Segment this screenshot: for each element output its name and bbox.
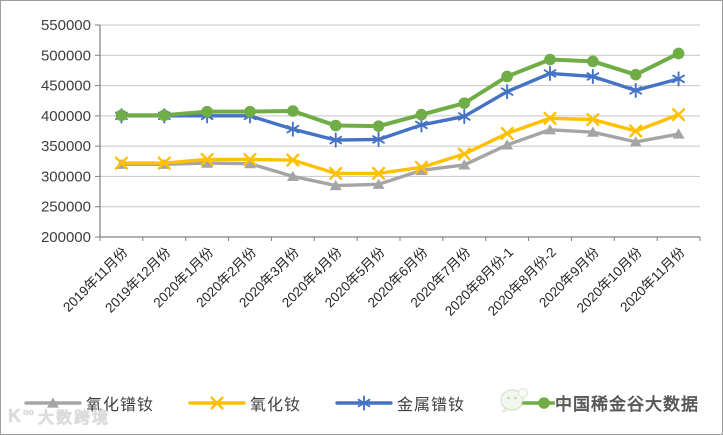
watermark-bottom-left-text: 大数跨境	[38, 410, 111, 427]
svg-text:450000: 450000	[41, 78, 91, 95]
gridlines: 200000 250000 300000 350000 400000 450000 5000…	[41, 17, 700, 246]
wechat-icon	[499, 387, 529, 418]
svg-text:300000: 300000	[41, 168, 91, 185]
legend-label: 氧化镨钕	[85, 396, 154, 414]
watermark-bottom-left: Koo 大数跨境	[8, 404, 110, 428]
axes	[99, 25, 701, 241]
svg-text:550000: 550000	[41, 17, 91, 34]
dashu-logo-icon: Koo	[8, 405, 34, 426]
legend-item-neodymium-oxide: 氧化钕	[188, 391, 301, 415]
svg-text:350000: 350000	[41, 138, 91, 155]
svg-text:250000: 250000	[41, 199, 91, 216]
series-氧化镨钕	[115, 124, 685, 191]
legend-label: 氧化钕	[249, 396, 301, 414]
gray-triangle-line-marker-icon	[24, 396, 82, 408]
x-axis-labels: 2019年11月份2019年12月份2020年1月份2020年2月份2020年3…	[60, 244, 688, 319]
svg-text:400000: 400000	[41, 108, 91, 125]
series-金属镨钕	[115, 65, 685, 148]
series-中国稀金谷大数据	[115, 47, 685, 132]
green-circle-line-marker-icon	[521, 396, 567, 409]
legend-item-praseodymium-neodymium-oxide: 氧化镨钕	[24, 391, 154, 415]
yellow-x-line-marker-icon	[188, 395, 246, 410]
legend-item-praseodymium-neodymium-metal: 金属镨钕	[335, 391, 465, 415]
series-氧化钕	[114, 108, 686, 181]
blue-asterisk-line-marker-icon	[335, 394, 393, 411]
legend-item-watermark-series: 中国稀金谷大数据	[499, 387, 699, 418]
svg-text:500000: 500000	[41, 47, 91, 64]
legend-label: 金属镨钕	[397, 396, 466, 414]
watermark-legend-overlay: 中国稀金谷大数据	[555, 395, 700, 414]
svg-text:200000: 200000	[41, 229, 91, 246]
chart-legend: 氧化镨钕 氧化钕 金属镨钕 中国稀金谷大数据	[1, 387, 722, 418]
